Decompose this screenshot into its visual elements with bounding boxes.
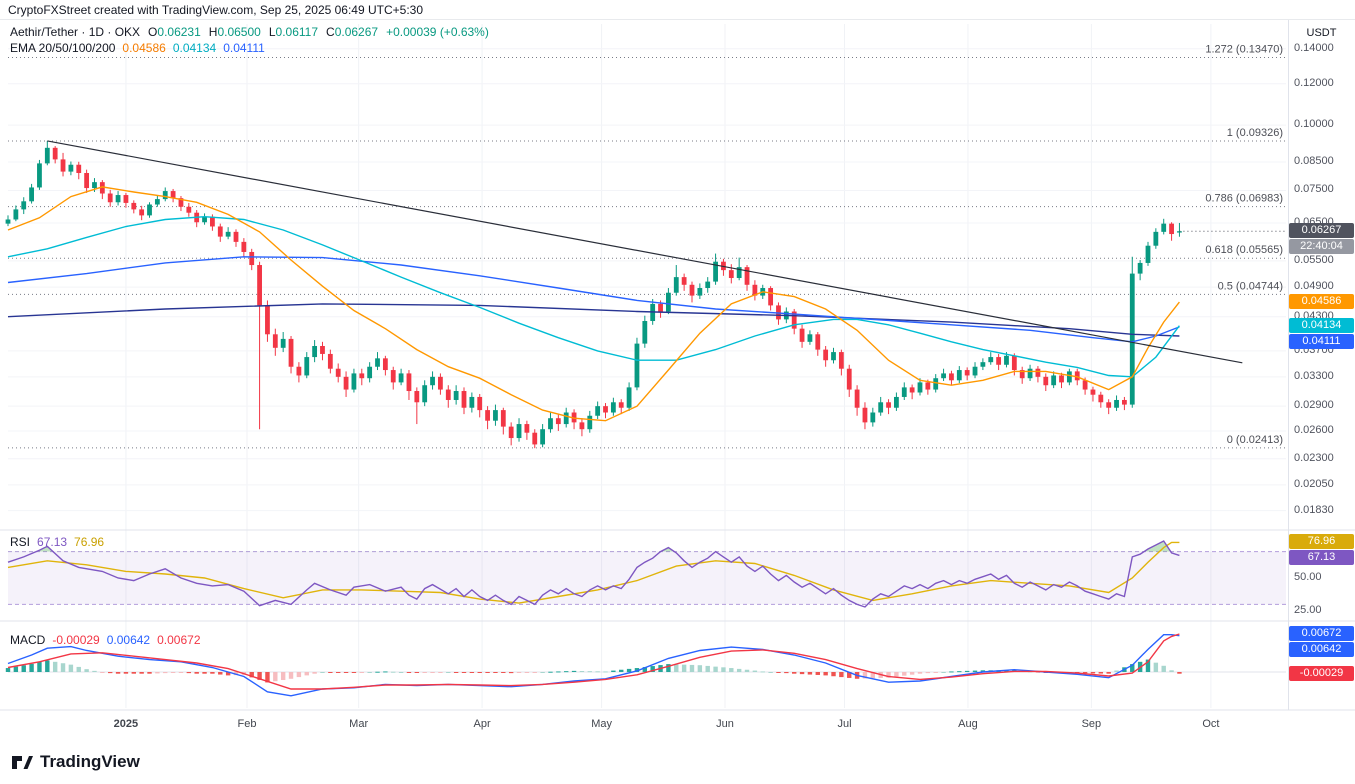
rsi-line[interactable]: [7, 540, 1180, 608]
macd-legend-label[interactable]: MACD: [10, 633, 46, 647]
high-value: 0.06500: [217, 25, 261, 39]
fib-label: 1.272 (0.13470): [1205, 44, 1283, 56]
fib-label: 0.5 (0.04744): [1218, 280, 1283, 292]
descending-trendline[interactable]: [47, 140, 1243, 364]
fib-label: 1 (0.09326): [1227, 127, 1283, 139]
ema100-value: 0.04111: [223, 41, 265, 55]
low-value: 0.06117: [275, 25, 319, 39]
symbol-title[interactable]: Aethir/Tether · 1D · OKX: [10, 25, 141, 39]
open-value: 0.06231: [157, 25, 201, 39]
macd-line-value: 0.00642: [106, 633, 151, 647]
high-label: H: [208, 25, 218, 39]
time-axis[interactable]: [0, 710, 1355, 742]
price-axis-unit: USDT: [1306, 27, 1337, 39]
close-value: 0.06267: [334, 25, 379, 39]
ema-20-line[interactable]: [7, 186, 1180, 422]
price-axis[interactable]: [1289, 20, 1355, 710]
ema-100-line[interactable]: [7, 256, 1180, 343]
ema-50-line[interactable]: [7, 215, 1180, 378]
open-label: O: [148, 25, 158, 39]
macd-hist-value: -0.00029: [52, 633, 100, 647]
rsi-legend[interactable]: RSI 67.13 76.96: [10, 535, 104, 549]
ema20-value: 0.04586: [122, 41, 166, 55]
status-text: CryptoFXStreet created with TradingView.…: [8, 3, 424, 17]
fib-label: 0 (0.02413): [1227, 434, 1283, 446]
ema-200-line[interactable]: [7, 303, 1180, 337]
tradingview-logo[interactable]: TradingView: [10, 750, 140, 774]
change-value: +0.00039 (+0.63%): [386, 25, 489, 39]
tradingview-logo-icon: [12, 756, 33, 769]
rsi-value: 67.13: [37, 535, 68, 549]
close-label: C: [326, 25, 335, 39]
macd-signal-line[interactable]: [7, 633, 1180, 690]
rsi-ma-line[interactable]: [7, 541, 1180, 604]
fib-label: 0.618 (0.05565): [1205, 244, 1283, 256]
gridlines: [8, 24, 1286, 708]
rsi-legend-label[interactable]: RSI: [10, 535, 31, 549]
macd-legend[interactable]: MACD -0.00029 0.00642 0.00672: [10, 633, 201, 647]
ema-legend[interactable]: EMA 20/50/100/200 0.04586 0.04134 0.04111: [10, 41, 265, 55]
ema50-value: 0.04134: [172, 41, 217, 55]
status-bar: CryptoFXStreet created with TradingView.…: [0, 0, 1355, 20]
symbol-legend[interactable]: Aethir/Tether · 1D · OKX O0.06231 H0.06500…: [10, 25, 489, 39]
macd-signal-value: 0.00672: [157, 633, 201, 647]
tradingview-logo-text: TradingView: [40, 752, 140, 771]
candles-layer: [5, 140, 1182, 449]
rsi-ma-value: 76.96: [74, 535, 105, 549]
fib-retracement[interactable]: 1.272 (0.13470) 1 (0.09326) 0.786 (0.06983…: [8, 44, 1286, 449]
low-label: L: [268, 25, 276, 39]
ema-legend-label[interactable]: EMA 20/50/100/200: [10, 41, 116, 55]
fib-label: 0.786 (0.06983): [1205, 193, 1283, 205]
